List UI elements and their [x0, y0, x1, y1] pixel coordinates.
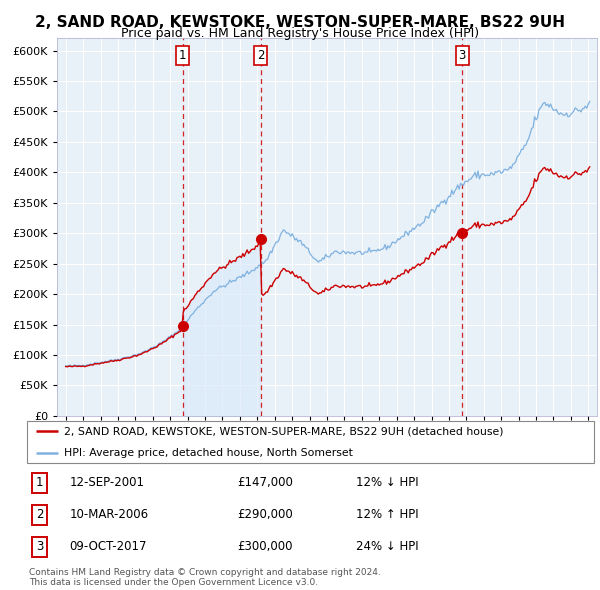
Text: 24% ↓ HPI: 24% ↓ HPI: [356, 540, 418, 553]
Text: 12-SEP-2001: 12-SEP-2001: [70, 476, 145, 489]
FancyBboxPatch shape: [27, 421, 594, 463]
Text: 09-OCT-2017: 09-OCT-2017: [70, 540, 147, 553]
Text: £300,000: £300,000: [237, 540, 292, 553]
Text: £147,000: £147,000: [237, 476, 293, 489]
Text: 3: 3: [36, 540, 43, 553]
Text: 2, SAND ROAD, KEWSTOKE, WESTON-SUPER-MARE, BS22 9UH (detached house): 2, SAND ROAD, KEWSTOKE, WESTON-SUPER-MAR…: [64, 427, 503, 436]
Text: 1: 1: [179, 49, 187, 62]
Text: £290,000: £290,000: [237, 508, 293, 522]
Text: 12% ↑ HPI: 12% ↑ HPI: [356, 508, 418, 522]
Text: HPI: Average price, detached house, North Somerset: HPI: Average price, detached house, Nort…: [64, 448, 353, 457]
Text: 1: 1: [36, 476, 43, 489]
Text: 2: 2: [36, 508, 43, 522]
Text: Contains HM Land Registry data © Crown copyright and database right 2024.
This d: Contains HM Land Registry data © Crown c…: [29, 568, 380, 587]
Text: Price paid vs. HM Land Registry's House Price Index (HPI): Price paid vs. HM Land Registry's House …: [121, 27, 479, 40]
Text: 10-MAR-2006: 10-MAR-2006: [70, 508, 149, 522]
Text: 3: 3: [458, 49, 466, 62]
Text: 2, SAND ROAD, KEWSTOKE, WESTON-SUPER-MARE, BS22 9UH: 2, SAND ROAD, KEWSTOKE, WESTON-SUPER-MAR…: [35, 15, 565, 30]
Text: 12% ↓ HPI: 12% ↓ HPI: [356, 476, 418, 489]
Text: 2: 2: [257, 49, 265, 62]
